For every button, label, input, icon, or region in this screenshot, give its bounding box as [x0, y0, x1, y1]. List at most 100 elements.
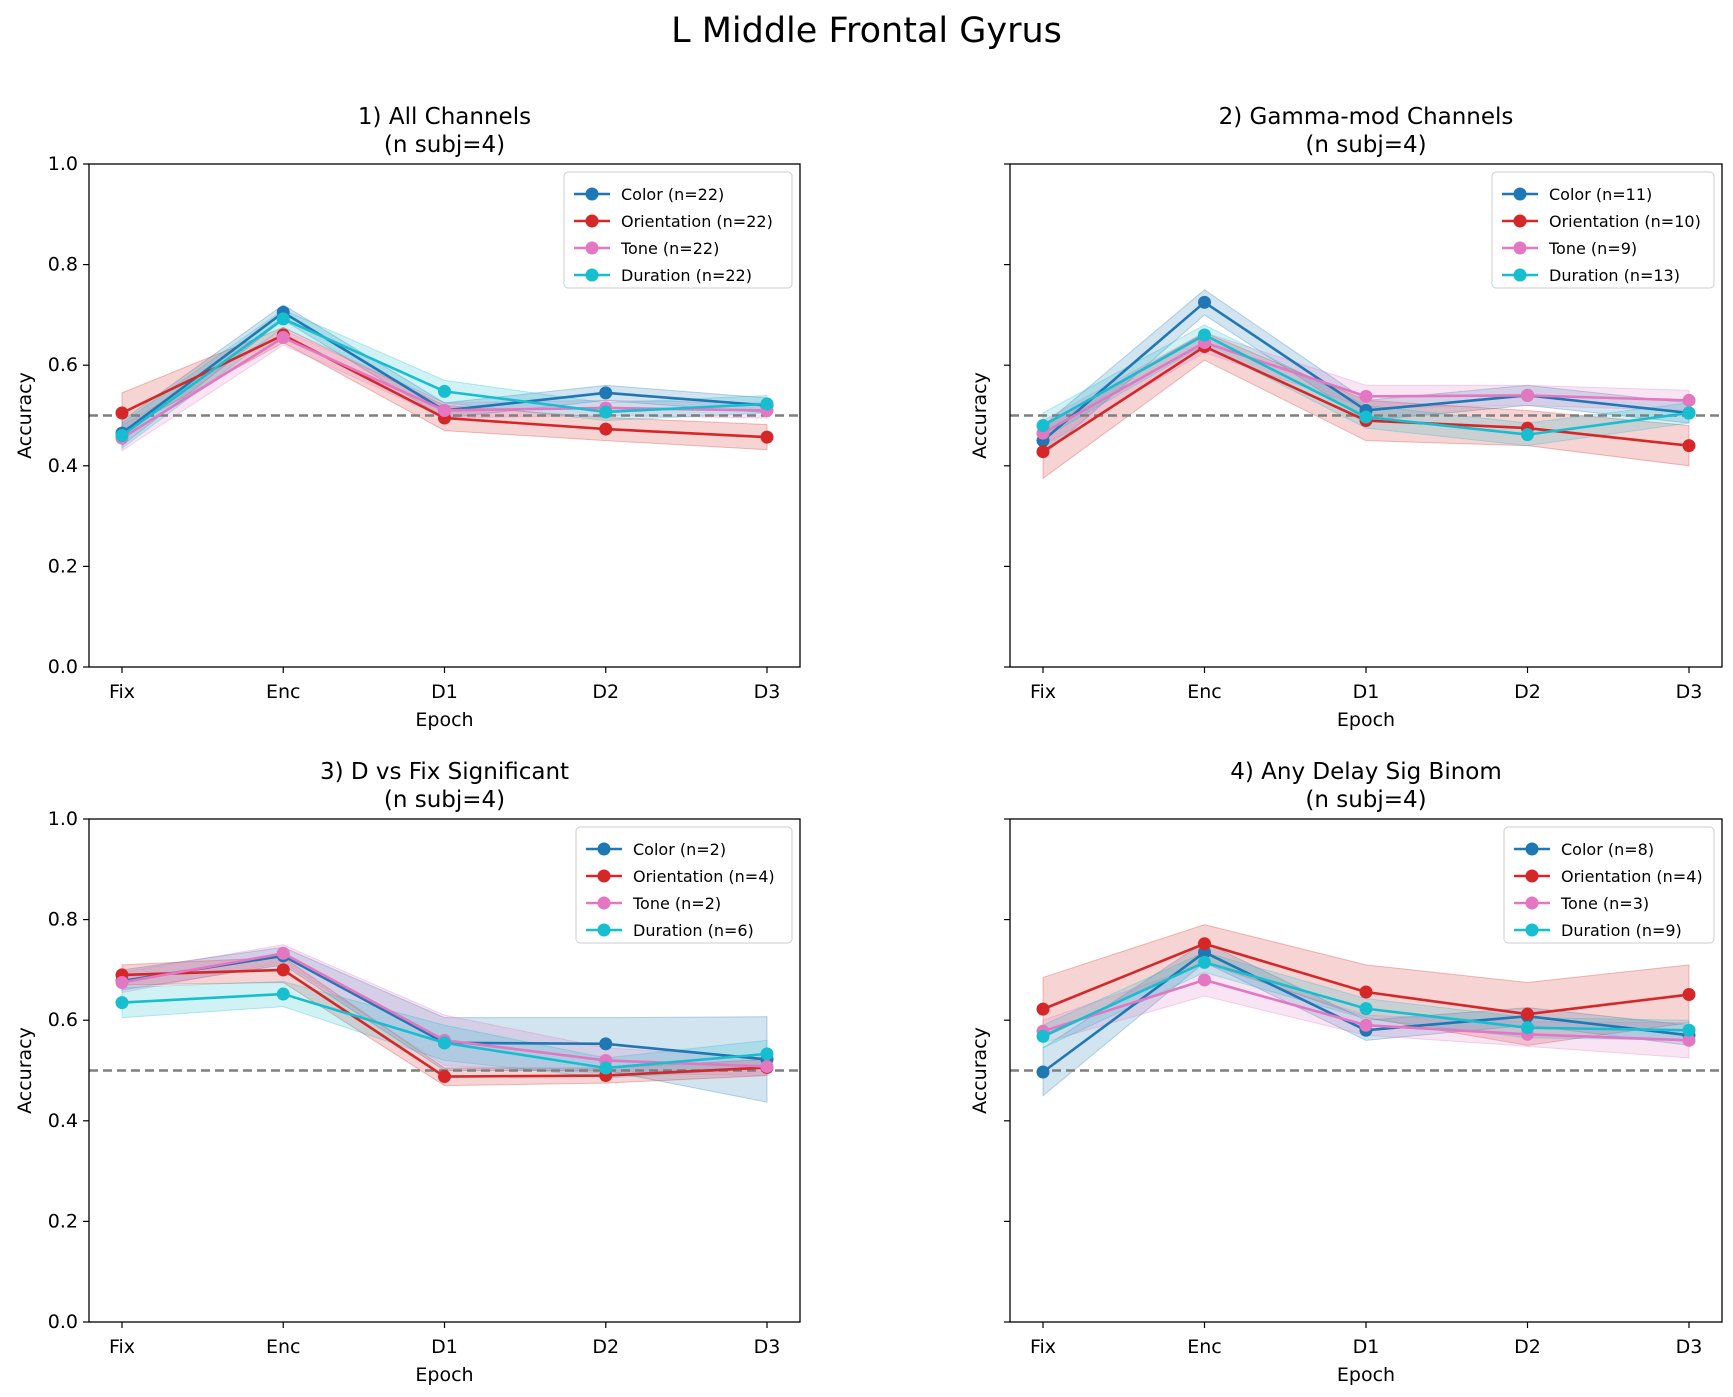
x-tick-label: Fix	[1030, 1336, 1056, 1358]
legend-marker-color	[1513, 187, 1527, 201]
legend-label: Duration (n=22)	[621, 266, 752, 285]
y-tick-label: 0.8	[48, 254, 78, 276]
data-point-orientation	[1036, 1002, 1050, 1016]
legend-box	[1503, 826, 1715, 944]
legend-label: Color (n=2)	[633, 840, 726, 859]
y-axis-label: Accuracy	[969, 1027, 991, 1114]
panel-subtitle: (n subj=4)	[1305, 787, 1426, 813]
legend-label: Duration (n=9)	[1561, 921, 1682, 940]
figure-title: L Middle Frontal Gyrus	[671, 11, 1062, 51]
x-tick-label: Enc	[1187, 681, 1222, 703]
legend-label: Duration (n=13)	[1549, 266, 1680, 285]
legend-label: Tone (n=22)	[620, 239, 719, 258]
legend-label: Orientation (n=22)	[621, 212, 773, 231]
data-point-duration	[276, 987, 290, 1001]
legend-marker-orientation	[597, 869, 611, 883]
legend: Color (n=22) Orientation (n=22) Tone (n=22…	[563, 171, 793, 289]
data-point-duration	[1036, 1029, 1050, 1043]
data-point-duration	[276, 312, 290, 326]
x-tick-label: D2	[1514, 681, 1541, 703]
y-tick-label: 0.0	[48, 656, 78, 678]
legend-label: Color (n=8)	[1561, 840, 1654, 859]
y-tick-label: 0.8	[48, 909, 78, 931]
data-point-tone	[760, 1059, 774, 1073]
data-point-orientation	[1198, 937, 1211, 951]
legend-marker-duration	[1525, 923, 1539, 937]
x-tick-label: D3	[754, 1336, 781, 1358]
legend-marker-orientation	[585, 214, 599, 228]
data-point-color	[1036, 1065, 1050, 1079]
data-point-tone	[115, 975, 129, 989]
x-tick-label: D1	[431, 1336, 458, 1358]
legend-marker-color	[597, 842, 611, 856]
data-point-duration	[599, 1061, 613, 1075]
panel-subtitle: (n subj=4)	[384, 132, 505, 158]
panel-title: 2) Gamma-mod Channels	[1219, 104, 1514, 130]
x-tick-label: Enc	[266, 681, 301, 703]
legend-label: Duration (n=6)	[633, 921, 754, 940]
legend-label: Color (n=11)	[1549, 185, 1652, 204]
data-point-orientation	[115, 406, 129, 420]
x-tick-label: Fix	[109, 681, 135, 703]
data-point-color	[599, 386, 613, 400]
y-tick-label: 0.4	[48, 1110, 78, 1132]
legend-marker-duration	[1513, 268, 1527, 282]
data-point-duration	[1521, 1021, 1534, 1035]
legend-box	[1491, 171, 1715, 289]
data-point-orientation	[1359, 985, 1373, 999]
data-point-tone	[1682, 393, 1696, 407]
legend-marker-duration	[585, 268, 599, 282]
data-point-tone	[1359, 1018, 1373, 1032]
x-tick-label: D1	[431, 681, 458, 703]
data-point-orientation	[1682, 988, 1696, 1002]
panel-4: 4) Any Delay Sig Binom(n subj=4) Fix Enc D1…	[969, 759, 1723, 1386]
data-point-duration	[599, 405, 613, 419]
data-point-orientation	[760, 430, 774, 444]
x-tick-label: Fix	[109, 1336, 135, 1358]
x-axis-label: Epoch	[1337, 1364, 1395, 1386]
legend-marker-orientation	[1525, 869, 1539, 883]
y-tick-label: 0.2	[48, 555, 78, 577]
data-point-tone	[276, 946, 290, 960]
data-point-duration	[115, 996, 129, 1010]
x-tick-label: D3	[1676, 681, 1703, 703]
data-point-duration	[1198, 328, 1211, 342]
data-point-tone	[1682, 1033, 1696, 1047]
x-tick-label: D2	[592, 1336, 619, 1358]
data-point-tone	[1359, 389, 1373, 403]
legend-marker-color	[585, 187, 599, 201]
legend-marker-tone	[1513, 241, 1527, 255]
data-point-duration	[760, 1047, 774, 1061]
panel-title: 3) D vs Fix Significant	[320, 759, 569, 785]
legend-label: Tone (n=9)	[1548, 239, 1637, 258]
legend-marker-orientation	[1513, 214, 1527, 228]
data-point-duration	[1521, 428, 1534, 442]
data-point-orientation	[599, 422, 613, 436]
panel-subtitle: (n subj=4)	[384, 787, 505, 813]
y-axis-label: Accuracy	[14, 1027, 36, 1114]
data-point-tone	[1198, 973, 1211, 987]
y-tick-label: 1.0	[48, 153, 78, 175]
data-point-orientation	[1682, 439, 1696, 453]
y-tick-label: 1.0	[48, 808, 78, 830]
data-point-tone	[276, 331, 290, 345]
panel-2: 2) Gamma-mod Channels(n subj=4) Fix Enc D1 D…	[969, 104, 1723, 731]
legend-label: Orientation (n=4)	[633, 867, 775, 886]
data-point-color	[599, 1037, 613, 1051]
legend-marker-duration	[597, 923, 611, 937]
legend-marker-tone	[597, 896, 611, 910]
x-axis-label: Epoch	[1337, 709, 1395, 731]
data-point-color	[1198, 295, 1211, 309]
data-point-duration	[1682, 1023, 1696, 1037]
data-point-tone	[1521, 388, 1534, 402]
y-tick-label: 0.0	[48, 1311, 78, 1333]
panel-3: 3) D vs Fix Significant(n subj=4) 0.0 0.2 0…	[14, 759, 801, 1386]
legend-label: Orientation (n=4)	[1561, 867, 1703, 886]
legend-label: Color (n=22)	[621, 185, 724, 204]
panel-1: 1) All Channels(n subj=4) 0.0 0.2 0.4 0.6 0.8…	[14, 104, 801, 731]
y-axis-label: Accuracy	[14, 372, 36, 459]
panel-title: 4) Any Delay Sig Binom	[1230, 759, 1502, 785]
legend: Color (n=11) Orientation (n=10) Tone (n=9)…	[1491, 171, 1715, 289]
x-tick-label: D2	[592, 681, 619, 703]
